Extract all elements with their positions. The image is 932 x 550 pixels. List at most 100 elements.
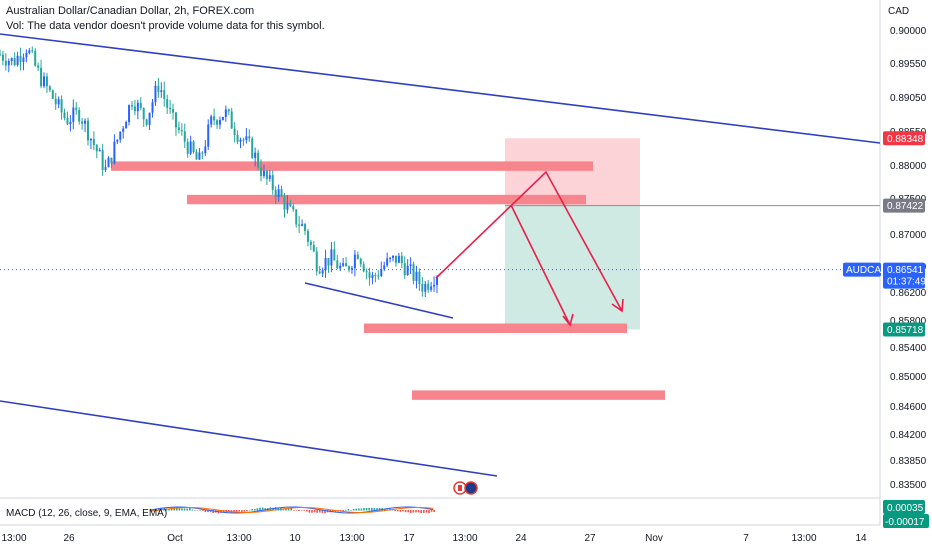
- macd-bar: [311, 510, 313, 513]
- candle-body: [298, 224, 301, 226]
- entry-price-tag-bg: [883, 198, 925, 213]
- price-tick: 0.83850: [890, 456, 927, 467]
- entry-price-tag-text: 0.87422: [887, 201, 924, 212]
- symbol-tag-text: AUDCAD: [846, 265, 888, 276]
- macd-bar: [397, 510, 399, 512]
- projection-line: [435, 170, 623, 312]
- candle-body: [75, 107, 78, 110]
- wedge-support-trendline[interactable]: [304, 282, 454, 319]
- candle-body: [13, 58, 16, 66]
- stop-price-tag[interactable]: 0.88348: [883, 131, 925, 146]
- target-price-tag[interactable]: 0.85718: [883, 322, 925, 337]
- macd-bar: [360, 508, 363, 511]
- macd-bar: [417, 510, 420, 513]
- lower-channel-trendline[interactable]: [0, 400, 498, 477]
- macd-indicator-label[interactable]: MACD (12, 26, close, 9, EMA, EMA): [6, 508, 168, 519]
- macd-bar: [373, 508, 376, 511]
- candle-body: [412, 264, 415, 281]
- candle-body: [169, 107, 172, 110]
- macd-value-tags: 0.00035 -0.00017: [883, 500, 929, 528]
- candle-body: [292, 206, 295, 210]
- candle-body: [128, 105, 131, 123]
- macd-bar: [371, 508, 373, 511]
- macd-bar: [306, 510, 308, 512]
- candle-body: [289, 203, 292, 207]
- candle-body: [218, 120, 221, 125]
- macd-bar: [300, 510, 303, 511]
- upper-channel-trendline[interactable]: [0, 33, 881, 144]
- time-tick: 10: [289, 533, 301, 544]
- candle-body: [230, 111, 233, 129]
- symbol-price-tag[interactable]: AUDCAD 0.86541 01:37:49: [843, 262, 926, 289]
- time-tick: 27: [584, 533, 596, 544]
- candle-body: [195, 152, 198, 160]
- time-tick: 13:00: [1, 533, 26, 544]
- macd-bar: [404, 510, 407, 513]
- macd-bar: [282, 508, 285, 511]
- macd-bar: [363, 507, 365, 511]
- candle-body: [107, 157, 110, 168]
- candle-body: [301, 224, 304, 226]
- macd-bar: [256, 508, 259, 511]
- macd-bar: [241, 510, 243, 513]
- macd-bar: [428, 510, 430, 514]
- price-tick: 0.83500: [890, 480, 927, 491]
- candle-body: [78, 109, 81, 122]
- take-profit-zone[interactable]: [505, 205, 640, 330]
- macd-bar: [176, 507, 178, 511]
- macd-bar: [209, 510, 212, 513]
- candle-body: [69, 121, 72, 125]
- candle-body: [183, 131, 186, 142]
- candle-body: [81, 121, 84, 124]
- candle-body: [362, 264, 365, 272]
- time-tick: 7: [743, 533, 749, 544]
- macd-bar: [298, 510, 300, 511]
- candle-body: [436, 277, 438, 285]
- candle-body: [336, 260, 339, 269]
- signal-value-tag-text: -0.00017: [885, 517, 925, 528]
- candle-body: [180, 130, 183, 132]
- projection-path[interactable]: [435, 170, 624, 327]
- time-tick: 13:00: [339, 533, 364, 544]
- stop-loss-zone[interactable]: [505, 138, 640, 206]
- candle-body: [280, 189, 283, 197]
- macd-bar: [313, 510, 316, 513]
- candle-body: [324, 258, 327, 271]
- entry-price-tag[interactable]: 0.87422: [883, 198, 925, 213]
- candle-body: [139, 102, 142, 108]
- candle-body: [221, 116, 224, 121]
- candle-body: [166, 98, 169, 108]
- candle-body: [265, 170, 268, 179]
- candle-body: [283, 196, 286, 210]
- price-tick: 0.89550: [890, 59, 927, 70]
- macd-bar: [290, 508, 292, 511]
- candle-body: [430, 286, 433, 290]
- macd-bar: [316, 510, 318, 513]
- event-icons[interactable]: [453, 481, 478, 495]
- macd-bar: [412, 510, 415, 513]
- macd-line: [149, 506, 434, 514]
- candle-body: [163, 90, 166, 99]
- macd-bar: [324, 510, 326, 514]
- currency-label: CAD: [888, 6, 909, 17]
- candle-body: [286, 203, 289, 210]
- support-resistance-zones[interactable]: [111, 161, 665, 400]
- macd-bar: [287, 507, 290, 511]
- candle-body: [348, 266, 351, 270]
- price-tick: 0.85000: [890, 372, 927, 383]
- candle-body: [245, 136, 248, 141]
- time-tick: 26: [63, 533, 75, 544]
- macd-bar: [204, 510, 207, 512]
- sr-zone: [412, 390, 665, 400]
- candle-body: [201, 152, 204, 154]
- candle-body: [306, 230, 309, 242]
- signal-value-tag-bg: [883, 514, 929, 528]
- time-tick: 13:00: [452, 533, 477, 544]
- volume-note: Vol: The data vendor doesn't provide vol…: [6, 20, 325, 32]
- sr-zone: [111, 161, 593, 171]
- macd-bar: [433, 510, 435, 513]
- candle-body: [383, 265, 386, 270]
- macd-bar: [150, 510, 152, 511]
- candle-body: [130, 105, 133, 107]
